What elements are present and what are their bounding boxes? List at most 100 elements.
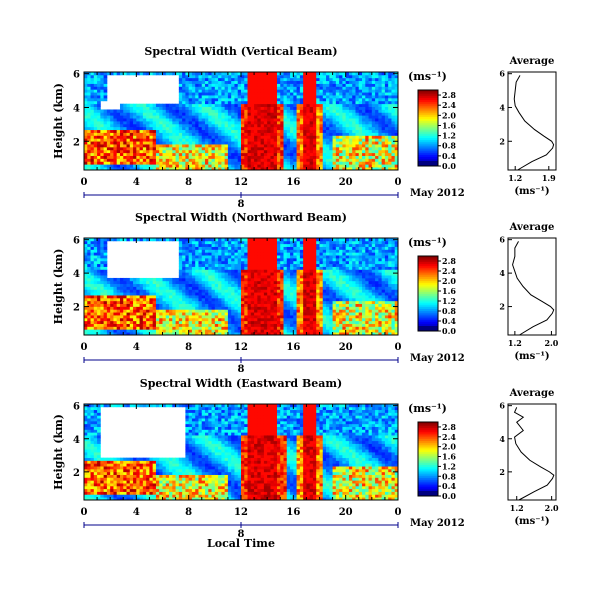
- heatmap-cell: [221, 266, 226, 270]
- heatmap-cell: [195, 306, 199, 310]
- heatmap-cell: [214, 332, 219, 336]
- heatmap-cell: [142, 309, 147, 313]
- heatmap-cell: [244, 74, 248, 79]
- heatmap-cell: [375, 152, 379, 156]
- heatmap-cell: [218, 132, 222, 136]
- heatmap-cell: [119, 326, 124, 330]
- heatmap-cell: [339, 92, 343, 96]
- heatmap-cell: [231, 149, 235, 154]
- heatmap-cell: [293, 103, 297, 107]
- heatmap-cell: [162, 109, 167, 113]
- heatmap-cell: [237, 138, 242, 142]
- heatmap-cell: [123, 132, 127, 136]
- heatmap-cell: [352, 103, 356, 107]
- heatmap-cell: [142, 303, 147, 307]
- heatmap-cell: [182, 255, 186, 259]
- heatmap-cell: [237, 246, 242, 250]
- heatmap-cell: [103, 312, 108, 316]
- heatmap-cell: [116, 332, 121, 336]
- heatmap-cell: [214, 89, 219, 93]
- heatmap-cell: [250, 252, 255, 256]
- heatmap-cell: [234, 257, 239, 262]
- heatmap-cell: [352, 97, 356, 102]
- heatmap-cell: [273, 132, 278, 136]
- heatmap-cell: [175, 149, 180, 154]
- heatmap-cell: [244, 257, 248, 262]
- heatmap-cell: [185, 115, 190, 119]
- heatmap-cell: [123, 152, 127, 156]
- heatmap-cell: [394, 121, 399, 125]
- heatmap-cell: [283, 146, 288, 151]
- heatmap-cell: [188, 240, 193, 245]
- heatmap-cell: [231, 109, 235, 113]
- heatmap-cell: [352, 164, 356, 168]
- heatmap-cell: [319, 146, 324, 151]
- heatmap-cell: [87, 149, 91, 154]
- heatmap-cell: [214, 286, 219, 290]
- heatmap-cell: [267, 167, 271, 171]
- heatmap-cell: [362, 83, 366, 87]
- heatmap-cell: [175, 123, 180, 128]
- heatmap-cell: [178, 260, 183, 265]
- heatmap-cell: [280, 121, 284, 125]
- heatmap-cell: [316, 92, 320, 96]
- heatmap-cell: [254, 158, 258, 162]
- heatmap-cell: [234, 132, 239, 136]
- heatmap-cell: [365, 106, 369, 110]
- colorbar-segment: [418, 91, 438, 95]
- heatmap-cell: [339, 112, 343, 116]
- heatmap-cell: [322, 115, 327, 119]
- heatmap-cell: [97, 269, 101, 273]
- heatmap-cell: [142, 135, 147, 139]
- heatmap-cell: [283, 72, 288, 76]
- heatmap-cell: [244, 144, 248, 148]
- heatmap-cell: [247, 306, 252, 310]
- heatmap-cell: [149, 289, 154, 293]
- heatmap-cell: [254, 132, 258, 136]
- heatmap-cell: [201, 77, 206, 82]
- heatmap-cell: [247, 309, 252, 313]
- heatmap-cell: [322, 86, 327, 90]
- heatmap-cell: [90, 121, 95, 125]
- heatmap-cell: [139, 306, 144, 310]
- heatmap-cell: [306, 95, 311, 99]
- heatmap-cell: [378, 135, 383, 139]
- heatmap-cell: [368, 72, 373, 76]
- heatmap-cell: [257, 306, 262, 310]
- heatmap-cell: [106, 144, 111, 148]
- heatmap-cell: [201, 92, 206, 96]
- heatmap-cell: [250, 109, 255, 113]
- heatmap-cell: [87, 240, 91, 245]
- heatmap-cell: [221, 323, 226, 327]
- heatmap-cell: [371, 164, 376, 168]
- heatmap-cell: [188, 249, 193, 253]
- heatmap-cell: [306, 167, 311, 171]
- heatmap-cell: [273, 326, 278, 330]
- heatmap-cell: [241, 252, 245, 256]
- heatmap-cell: [267, 283, 271, 287]
- heatmap-cell: [90, 280, 95, 285]
- heatmap-cell: [172, 129, 176, 133]
- heatmap-cell: [224, 312, 229, 316]
- heatmap-cell: [214, 86, 219, 90]
- heatmap-cell: [227, 80, 232, 84]
- heatmap-cell: [152, 123, 157, 128]
- heatmap-cell: [162, 289, 167, 293]
- heatmap-cell: [303, 149, 307, 154]
- heatmap-cell: [136, 141, 140, 145]
- heatmap-cell: [191, 309, 196, 313]
- heatmap-cell: [286, 149, 291, 154]
- heatmap-cell: [165, 146, 170, 151]
- heatmap-cell: [103, 240, 108, 245]
- heatmap-cell: [312, 161, 317, 165]
- heatmap-cell: [375, 100, 379, 105]
- heatmap-cell: [241, 146, 245, 151]
- heatmap-cell: [139, 132, 144, 136]
- heatmap-cell: [250, 135, 255, 139]
- heatmap-cell: [103, 326, 108, 330]
- heatmap-cell: [260, 126, 265, 131]
- heatmap-cell: [182, 329, 186, 333]
- heatmap-cell: [234, 277, 239, 282]
- heatmap-cell: [185, 132, 190, 136]
- heatmap-cell: [201, 289, 206, 293]
